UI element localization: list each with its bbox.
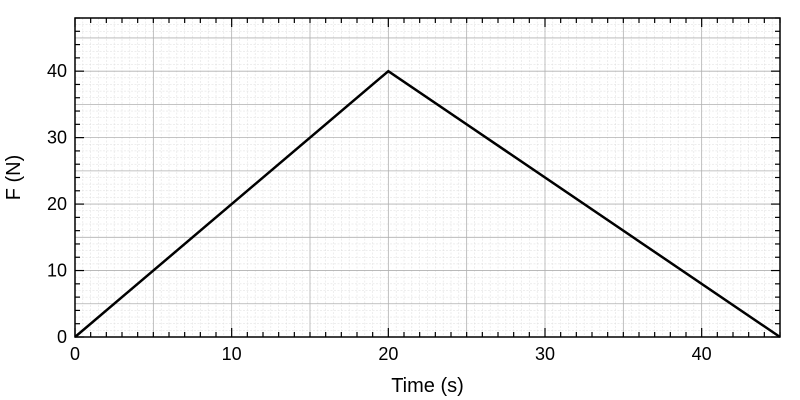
x-axis-title: Time (s) [391,375,464,397]
y-tick-label: 20 [47,194,67,214]
x-tick-label: 10 [222,344,242,364]
y-tick-label: 0 [57,327,67,347]
y-tick-label: 10 [47,261,67,281]
force-line [74,69,781,339]
x-tick-label: 0 [70,344,80,364]
minor-grid [75,17,780,337]
y-tick-label: 40 [47,61,67,81]
x-tick-label: 30 [535,344,555,364]
x-tick-label: 40 [692,344,712,364]
x-tick-labels: 0 10 20 30 40 [70,344,712,364]
y-tick-label: 30 [47,128,67,148]
y-axis-title: F (N) [3,155,25,201]
series-layer [74,69,781,339]
x-tick-label: 20 [378,344,398,364]
y-tick-labels: 0 10 20 30 40 [47,61,67,347]
tick-marks [74,17,781,338]
